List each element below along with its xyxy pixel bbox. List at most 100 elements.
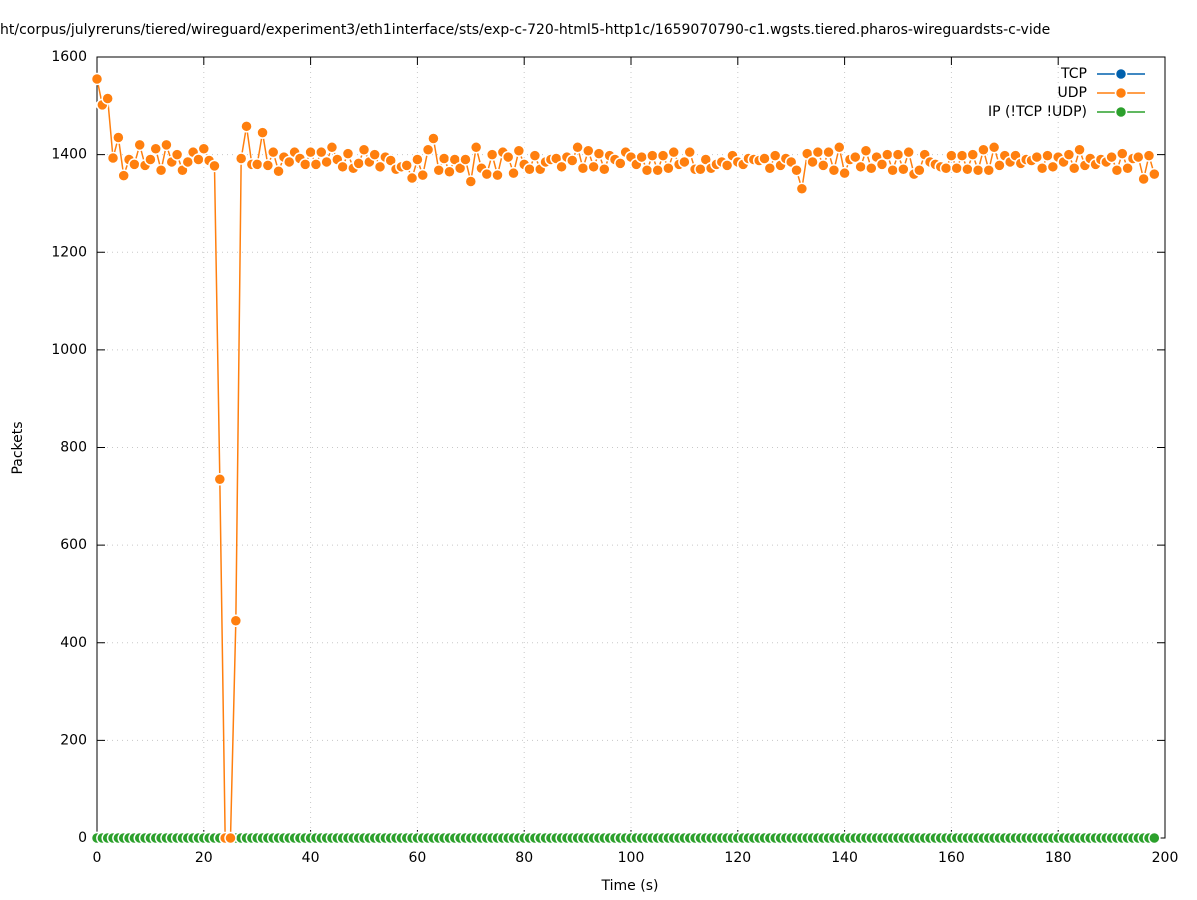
- data-point: [816, 159, 830, 172]
- data-point: [1121, 162, 1134, 175]
- data-point: [453, 162, 467, 175]
- data-point: [950, 162, 963, 175]
- data-point: [507, 166, 520, 180]
- data-point: [90, 72, 104, 86]
- data-point: [656, 149, 670, 162]
- data-point: [432, 163, 446, 177]
- data-point: [678, 155, 691, 169]
- data-point: [480, 167, 494, 181]
- data-point: [160, 138, 173, 152]
- data-point: [699, 153, 713, 166]
- data-point: [646, 149, 659, 162]
- y-tick-label: 1200: [51, 244, 87, 260]
- data-point: [154, 163, 168, 177]
- x-tick-label: 180: [1045, 850, 1072, 866]
- data-point: [427, 132, 440, 145]
- y-tick-label: 0: [78, 830, 87, 846]
- y-tick-label: 1400: [51, 147, 87, 163]
- data-point: [576, 162, 590, 175]
- data-point: [961, 163, 974, 176]
- data-point: [881, 148, 894, 161]
- data-point: [106, 151, 120, 165]
- data-point: [614, 157, 627, 170]
- data-point: [598, 163, 611, 176]
- data-point: [421, 143, 435, 156]
- data-point: [1073, 143, 1086, 156]
- data-point: [811, 145, 825, 159]
- data-point: [1148, 167, 1161, 181]
- data-point: [833, 141, 846, 154]
- data-point: [240, 120, 253, 133]
- x-tick-label: 0: [93, 850, 102, 866]
- data-point: [955, 149, 969, 162]
- data-point: [224, 831, 237, 845]
- data-point: [790, 163, 803, 177]
- data-point: [325, 141, 339, 154]
- x-axis-label: Time (s): [601, 878, 659, 894]
- series-line: [96, 78, 1156, 839]
- data-point: [822, 145, 835, 159]
- data-point: [170, 148, 184, 161]
- y-tick-label: 800: [60, 440, 87, 456]
- data-point: [384, 154, 397, 167]
- data-point: [309, 158, 323, 171]
- data-point: [849, 150, 862, 164]
- data-point: [1148, 831, 1161, 845]
- data-point: [854, 160, 867, 174]
- y-tick-label: 400: [60, 635, 87, 651]
- data-point: [982, 163, 996, 177]
- data-point: [1035, 162, 1049, 175]
- x-tick-label: 100: [618, 850, 645, 866]
- data-point: [491, 168, 504, 182]
- data-point: [336, 160, 349, 174]
- data-point: [640, 163, 654, 177]
- data-point: [341, 147, 355, 160]
- data-point: [865, 162, 878, 175]
- data-point: [1132, 150, 1145, 164]
- data-point: [437, 152, 451, 165]
- data-point: [859, 144, 873, 157]
- x-tick-label: 200: [1152, 850, 1179, 866]
- data-point: [1062, 148, 1076, 161]
- x-tick-label: 140: [831, 850, 858, 866]
- data-point: [149, 142, 162, 156]
- data-point: [566, 154, 579, 167]
- data-point: [875, 158, 889, 171]
- data-point: [304, 145, 317, 159]
- data-point: [945, 149, 958, 162]
- data-point: [587, 160, 600, 174]
- data-point: [101, 92, 114, 105]
- data-point: [891, 148, 905, 161]
- data-point: [683, 145, 696, 159]
- data-point: [1142, 149, 1156, 162]
- data-point: [1105, 150, 1118, 164]
- data-point: [320, 155, 333, 169]
- chart-title: ht/corpus/julyreruns/tiered/wireguard/ex…: [0, 22, 1050, 38]
- legend-label: TCP: [1060, 66, 1087, 82]
- data-point: [208, 159, 221, 173]
- data-point: [897, 163, 910, 176]
- legend-label: IP (!TCP !UDP): [988, 104, 1087, 120]
- x-tick-label: 40: [302, 850, 320, 866]
- data-point: [213, 472, 227, 486]
- data-point: [1046, 160, 1060, 174]
- data-point: [795, 182, 809, 196]
- data-point: [411, 153, 424, 166]
- data-point: [582, 144, 595, 157]
- x-tick-label: 20: [195, 850, 213, 866]
- y-axis-label: Packets: [10, 421, 26, 474]
- data-point: [838, 166, 851, 180]
- data-point: [469, 141, 483, 154]
- data-point: [763, 162, 777, 175]
- data-point: [256, 126, 269, 139]
- data-point: [266, 145, 280, 159]
- y-tick-label: 1600: [51, 49, 87, 65]
- data-point: [229, 614, 243, 628]
- data-point: [261, 159, 275, 172]
- data-point: [250, 158, 264, 171]
- y-tick-label: 600: [60, 537, 87, 553]
- data-point: [902, 145, 915, 159]
- data-point: [1116, 147, 1129, 160]
- data-point: [192, 153, 205, 166]
- data-point: [128, 158, 141, 171]
